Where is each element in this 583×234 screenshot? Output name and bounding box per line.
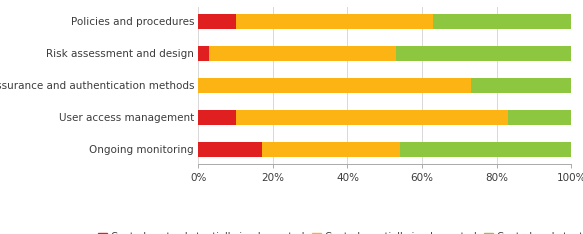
Bar [198,14,236,29]
Legend: Controls not substantially implemented, Controls partially implemented, Controls: Controls not substantially implemented, … [94,228,583,234]
Bar [508,110,571,125]
Bar [198,78,470,93]
Bar [198,46,209,61]
Bar [262,142,400,157]
Bar [433,14,571,29]
Bar [470,78,571,93]
Bar [396,46,571,61]
Bar [236,14,433,29]
Bar [198,142,262,157]
Bar [209,46,396,61]
Bar [236,110,508,125]
Bar [400,142,571,157]
Bar [198,110,236,125]
